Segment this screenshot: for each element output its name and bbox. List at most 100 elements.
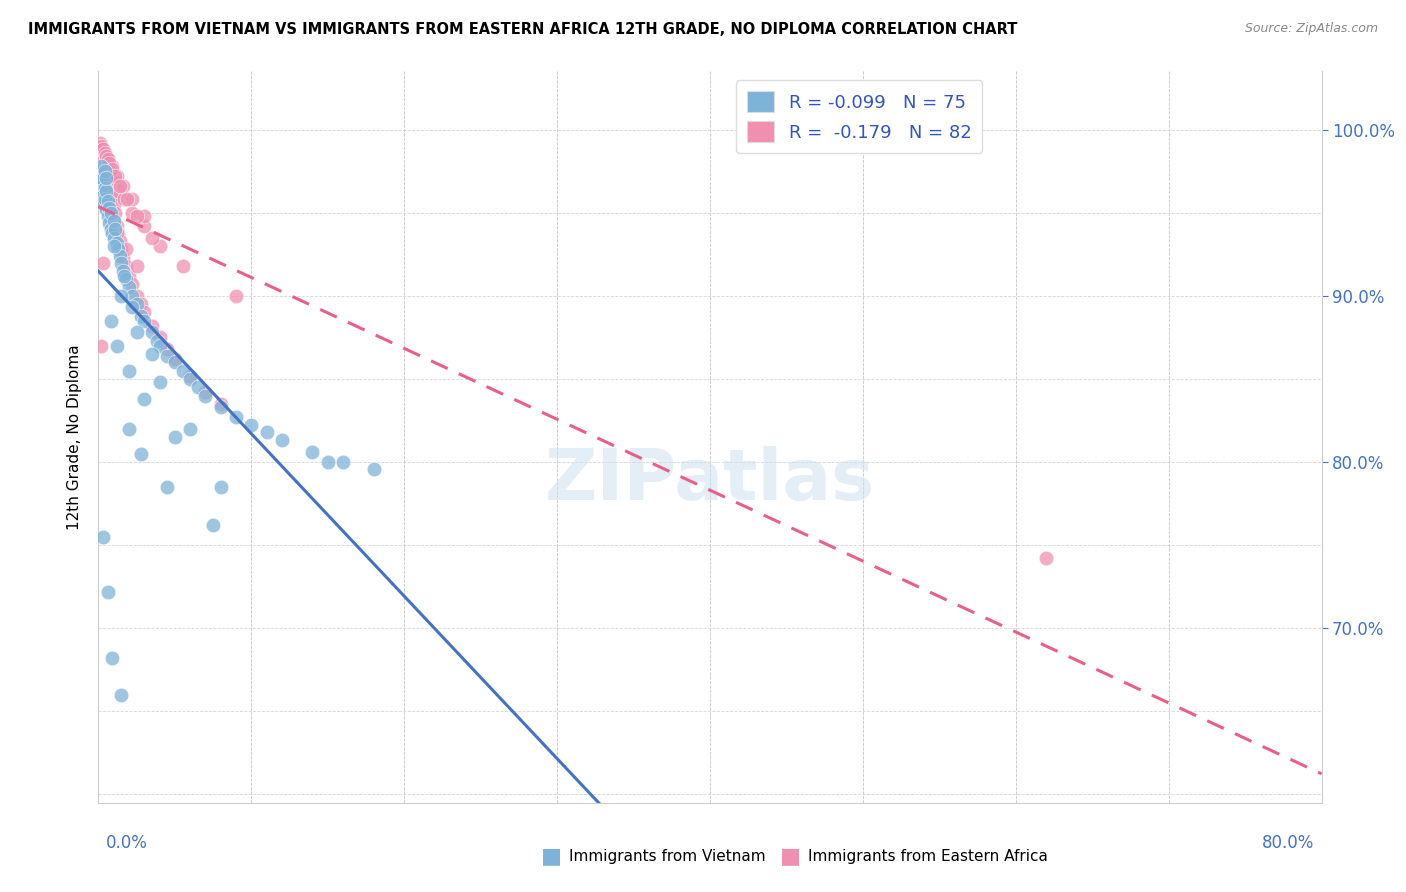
Point xyxy=(129,297,152,311)
Point xyxy=(118,422,141,436)
Point xyxy=(163,351,186,366)
Point xyxy=(209,400,232,414)
Point xyxy=(91,155,114,169)
Point xyxy=(111,179,134,194)
Text: Immigrants from Eastern Africa: Immigrants from Eastern Africa xyxy=(808,849,1049,863)
Point xyxy=(111,264,134,278)
Point xyxy=(94,202,117,217)
Point xyxy=(117,192,139,206)
Point xyxy=(90,147,112,161)
Point xyxy=(108,249,131,263)
Point xyxy=(93,164,115,178)
Point xyxy=(107,184,129,198)
Point xyxy=(100,314,122,328)
Point xyxy=(179,368,201,383)
Point xyxy=(97,153,120,167)
Point xyxy=(118,363,141,377)
Point xyxy=(90,169,112,183)
Point xyxy=(156,342,179,356)
Point xyxy=(225,289,247,303)
Point xyxy=(194,385,217,400)
Point xyxy=(179,372,201,386)
Point xyxy=(103,214,125,228)
Point xyxy=(107,242,129,256)
Point xyxy=(134,392,156,406)
Point xyxy=(156,349,179,363)
Point xyxy=(98,155,121,169)
Point xyxy=(91,192,114,206)
Point xyxy=(98,186,121,200)
Point xyxy=(98,197,121,211)
Point xyxy=(121,277,143,292)
Point xyxy=(94,164,117,178)
Point xyxy=(90,172,112,186)
Point xyxy=(97,192,120,206)
Point xyxy=(194,388,217,402)
Point xyxy=(134,219,156,233)
Point xyxy=(90,159,112,173)
Point xyxy=(94,149,117,163)
Point xyxy=(129,309,152,323)
Point xyxy=(111,251,134,265)
Point xyxy=(104,222,127,236)
Point xyxy=(101,209,124,223)
Text: ■: ■ xyxy=(780,847,801,866)
Point xyxy=(115,272,138,286)
Point xyxy=(103,197,125,211)
Point xyxy=(90,180,112,194)
Point xyxy=(172,259,194,273)
Point xyxy=(105,338,128,352)
Point xyxy=(94,176,117,190)
Point xyxy=(240,418,263,433)
Point xyxy=(121,301,143,315)
Point xyxy=(108,234,131,248)
Text: ■: ■ xyxy=(541,847,562,866)
Point xyxy=(97,209,120,223)
Point xyxy=(100,205,122,219)
Point xyxy=(91,197,114,211)
Text: ZIPatlas: ZIPatlas xyxy=(546,447,875,516)
Point xyxy=(225,410,247,425)
Point xyxy=(91,176,114,190)
Point xyxy=(121,289,143,303)
Point xyxy=(94,170,117,185)
Point xyxy=(125,326,148,340)
Point xyxy=(141,318,163,333)
Point xyxy=(270,434,292,448)
Text: Source: ZipAtlas.com: Source: ZipAtlas.com xyxy=(1244,22,1378,36)
Point xyxy=(93,180,115,194)
Point xyxy=(100,169,122,183)
Point xyxy=(89,164,111,178)
Point xyxy=(93,164,115,178)
Point xyxy=(90,159,112,173)
Point xyxy=(97,153,120,167)
Point xyxy=(91,172,114,186)
Point xyxy=(115,259,138,273)
Point xyxy=(332,455,354,469)
Y-axis label: 12th Grade, No Diploma: 12th Grade, No Diploma xyxy=(67,344,83,530)
Point xyxy=(105,235,128,250)
Point xyxy=(100,214,122,228)
Point xyxy=(93,192,115,206)
Point xyxy=(101,651,124,665)
Point xyxy=(179,422,201,436)
Point xyxy=(100,222,122,236)
Point xyxy=(134,209,156,223)
Point xyxy=(209,480,232,494)
Point xyxy=(149,375,172,389)
Point xyxy=(112,268,135,283)
Point xyxy=(110,255,132,269)
Point xyxy=(141,230,163,244)
Point xyxy=(91,255,114,269)
Point xyxy=(105,169,128,183)
Point xyxy=(149,338,172,352)
Point xyxy=(202,518,225,533)
Point xyxy=(90,139,112,153)
Point xyxy=(107,226,129,240)
Point xyxy=(89,176,111,190)
Text: IMMIGRANTS FROM VIETNAM VS IMMIGRANTS FROM EASTERN AFRICA 12TH GRADE, NO DIPLOMA: IMMIGRANTS FROM VIETNAM VS IMMIGRANTS FR… xyxy=(28,22,1018,37)
Point xyxy=(97,194,120,208)
Point xyxy=(98,201,121,215)
Point xyxy=(110,289,132,303)
Point xyxy=(134,305,156,319)
